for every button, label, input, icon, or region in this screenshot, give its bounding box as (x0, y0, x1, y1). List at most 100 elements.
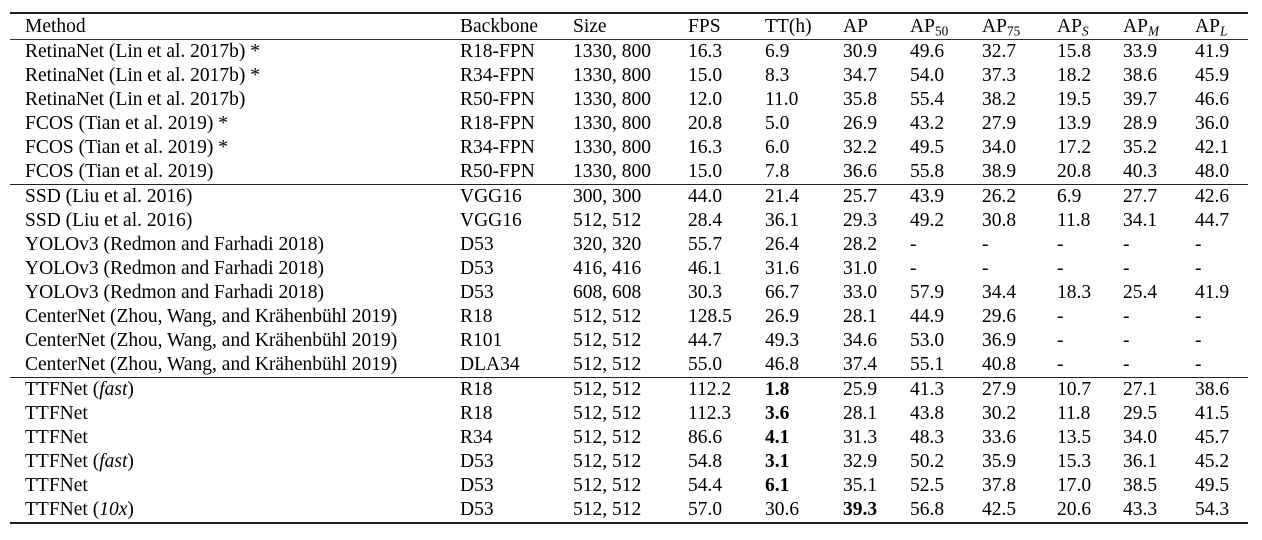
table-row: SSD (Liu et al. 2016) VGG16 300, 300 44.0 21… (10, 185, 1248, 210)
method-text: fast (99, 379, 128, 400)
cell-size: 512, 512 (573, 475, 642, 496)
cell-ap: 28.1 (843, 403, 878, 424)
cell-backbone: D53 (460, 475, 494, 496)
cell-tt: 8.3 (765, 65, 790, 86)
cell-ap: 32.2 (843, 137, 878, 158)
cell-ap: 34.7 (843, 65, 878, 86)
cell-tt: 46.8 (765, 354, 800, 375)
table-row: RetinaNet (Lin et al. 2017b) * R34-FPN 133… (10, 64, 1248, 88)
cell-tt: 49.3 (765, 330, 800, 351)
cell-ap75: 34.4 (982, 282, 1017, 303)
column-header-apm: APM (1123, 13, 1195, 40)
column-header-fps: FPS (688, 13, 765, 40)
column-label: AP (843, 16, 868, 37)
cell-tt: 31.6 (765, 258, 800, 279)
cell-size: 1330, 800 (573, 161, 651, 182)
cell-aps: 20.6 (1057, 499, 1092, 520)
cell-backbone: D53 (460, 499, 494, 520)
table-group-3: TTFNet (fast) R18 512, 512 112.2 1.8 25.9 41.3… (10, 377, 1248, 524)
cell-ap50: 57.9 (910, 282, 945, 303)
cell-backbone: R18-FPN (460, 113, 535, 134)
cell-ap: 33.0 (843, 282, 878, 303)
cell-apm: 35.2 (1123, 137, 1158, 158)
cell-size: 512, 512 (573, 354, 642, 375)
table-row: TTFNet R18 512, 512 112.3 3.6 28.1 43.8 30.2 11.… (10, 402, 1248, 426)
cell-ap75: 30.8 (982, 210, 1017, 231)
cell-fps: 20.8 (688, 113, 723, 134)
table-row: YOLOv3 (Redmon and Farhadi 2018) D53 608, … (10, 281, 1248, 305)
cell-aps: - (1057, 234, 1064, 255)
cell-tt: 6.1 (765, 475, 790, 496)
cell-aps: 11.8 (1057, 210, 1091, 231)
table-row: RetinaNet (Lin et al. 2017b) R50-FPN 1330,… (10, 88, 1248, 112)
cell-apm: 27.7 (1123, 186, 1158, 207)
cell-fps: 30.3 (688, 282, 723, 303)
cell-ap50: 55.4 (910, 89, 945, 110)
column-header-backbone: Backbone (460, 13, 573, 40)
column-header-apl: APL (1195, 13, 1248, 40)
cell-fps: 28.4 (688, 210, 723, 231)
cell-ap75: 26.2 (982, 186, 1017, 207)
cell-apl: 49.5 (1195, 475, 1230, 496)
cell-ap75: 30.2 (982, 403, 1017, 424)
column-header-ap50: AP50 (910, 13, 982, 40)
cell-ap75: 40.8 (982, 354, 1017, 375)
method-text: TTFNet ( (25, 451, 100, 472)
cell-size: 512, 512 (573, 379, 642, 400)
method-text: ) (127, 451, 134, 472)
cell-size: 1330, 800 (573, 41, 651, 62)
table-row: FCOS (Tian et al. 2019) * R34-FPN 1330, 80… (10, 136, 1248, 160)
cell-fps: 15.0 (688, 65, 723, 86)
table-row: CenterNet (Zhou, Wang, and Krähenbühl 20… (10, 305, 1248, 329)
table-group-2: SSD (Liu et al. 2016) VGG16 300, 300 44.0 21… (10, 184, 1248, 378)
cell-method: TTFNet (fast) (10, 450, 460, 474)
cell-ap75: - (982, 258, 989, 279)
cell-ap: 25.7 (843, 186, 878, 207)
column-header-method: Method (10, 13, 460, 40)
cell-method: CenterNet (Zhou, Wang, and Krähenbühl 20… (10, 353, 460, 378)
cell-aps: - (1057, 354, 1064, 375)
cell-ap50: 55.1 (910, 354, 945, 375)
table-row: SSD (Liu et al. 2016) VGG16 512, 512 28.4 36… (10, 209, 1248, 233)
cell-method: TTFNet (fast) (10, 378, 460, 403)
cell-ap75: 34.0 (982, 137, 1017, 158)
cell-apl: 42.1 (1195, 137, 1230, 158)
cell-size: 300, 300 (573, 186, 642, 207)
cell-apm: - (1123, 354, 1130, 375)
cell-backbone: R34 (460, 427, 493, 448)
cell-apl: 41.9 (1195, 41, 1230, 62)
method-text: ) (127, 499, 134, 520)
cell-ap50: 48.3 (910, 427, 945, 448)
cell-method: YOLOv3 (Redmon and Farhadi 2018) (10, 257, 460, 281)
method-text: 10x (99, 499, 128, 520)
cell-aps: 15.8 (1057, 41, 1092, 62)
cell-tt: 26.9 (765, 306, 800, 327)
cell-apl: 45.9 (1195, 65, 1230, 86)
column-label: AP (1195, 16, 1220, 37)
column-label: AP (982, 16, 1007, 37)
cell-aps: 15.3 (1057, 451, 1092, 472)
cell-ap75: 35.9 (982, 451, 1017, 472)
cell-ap: 28.2 (843, 234, 878, 255)
cell-ap: 37.4 (843, 354, 878, 375)
cell-fps: 57.0 (688, 499, 723, 520)
cell-ap50: 53.0 (910, 330, 945, 351)
cell-aps: 20.8 (1057, 161, 1092, 182)
table-row: YOLOv3 (Redmon and Farhadi 2018) D53 320, … (10, 233, 1248, 257)
cell-size: 1330, 800 (573, 137, 651, 158)
cell-method: FCOS (Tian et al. 2019) (10, 160, 460, 185)
method-text: YOLOv3 (Redmon and Farhadi 2018) (25, 282, 324, 303)
cell-method: TTFNet (10, 402, 460, 426)
cell-backbone: D53 (460, 282, 494, 303)
cell-ap75: 42.5 (982, 499, 1017, 520)
header-row: Method Backbone Size FPS TT(h) AP AP50 AP75 APS A… (10, 13, 1248, 40)
cell-apm: 43.3 (1123, 499, 1158, 520)
cell-backbone: D53 (460, 234, 494, 255)
cell-backbone: R50-FPN (460, 161, 535, 182)
cell-backbone: R34-FPN (460, 137, 535, 158)
cell-method: SSD (Liu et al. 2016) (10, 209, 460, 233)
column-label: AP (910, 16, 935, 37)
method-text: SSD (Liu et al. 2016) (25, 210, 193, 231)
method-text: TTFNet ( (25, 499, 100, 520)
column-header-ap: AP (843, 13, 910, 40)
